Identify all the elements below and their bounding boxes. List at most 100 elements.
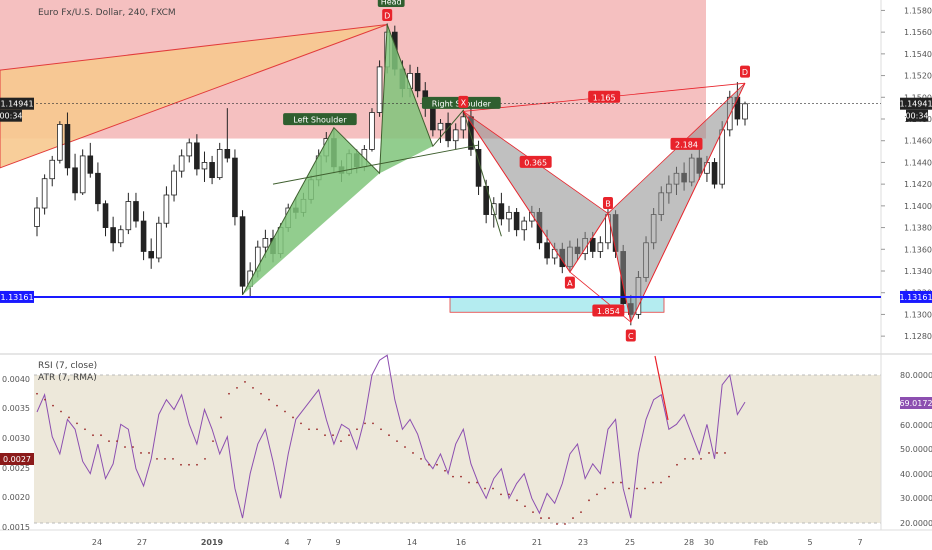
candle-down — [102, 203, 109, 228]
harmonic-point-x-bg — [458, 95, 469, 108]
divergence-line — [654, 355, 669, 421]
candle-up — [376, 66, 383, 113]
atr-dot — [52, 404, 54, 407]
atr-dot — [468, 481, 470, 484]
rsi-tick-label: 20.0000 — [900, 519, 932, 528]
price-tick-label: 1.14200 — [904, 180, 932, 189]
price-tick-label: 1.15400 — [904, 50, 932, 59]
candle-up — [460, 116, 467, 131]
atr-dot — [36, 392, 38, 395]
atr-dot — [404, 446, 406, 448]
price-tick-label: 1.13400 — [904, 267, 932, 276]
time-tick-label: 21 — [532, 538, 542, 547]
atr-dot — [68, 416, 70, 419]
head-label: Head — [381, 0, 402, 7]
ratio-xd-bg — [588, 90, 621, 103]
atr-dot — [244, 381, 246, 383]
rsi-line — [36, 354, 746, 519]
harmonic-point-b: B — [605, 199, 611, 208]
atr-dot — [92, 434, 94, 437]
ratio-xb-bg — [519, 155, 552, 168]
ratio-xd: 1.165 — [593, 93, 616, 102]
ratio-ac-bg — [592, 304, 625, 317]
ratio-xb: 0.365 — [524, 158, 547, 167]
candle-down — [140, 220, 147, 252]
price-tick-label: 1.15200 — [904, 72, 932, 81]
time-tick-label: 24 — [92, 538, 102, 547]
candle-down — [589, 238, 596, 252]
time-tick-label: 16 — [456, 538, 466, 547]
candle-down — [194, 142, 200, 170]
atr-dot — [252, 386, 254, 389]
time-tick-label: Feb — [754, 538, 768, 547]
atr-dot — [460, 475, 462, 478]
head-point-label-bg — [382, 9, 393, 22]
atr-dot — [60, 410, 62, 413]
atr-dot — [556, 523, 558, 525]
left-shoulder-label-bg — [283, 113, 357, 126]
candle-down — [133, 201, 139, 222]
rsi-tick-label: 50.0000 — [900, 445, 932, 454]
atr-dot — [284, 410, 286, 413]
candle-down — [224, 148, 231, 159]
countdown-tag: 00:34 — [905, 112, 928, 121]
atr-dot — [644, 487, 646, 490]
atr-dot — [276, 404, 278, 407]
candle-up — [34, 207, 40, 227]
atr-dot — [204, 457, 206, 460]
atr-dot — [508, 493, 510, 496]
atr-dot — [124, 446, 126, 448]
rsi-current-tag-bg — [900, 397, 932, 409]
candle-up — [216, 148, 223, 179]
atr-dot — [332, 434, 334, 437]
price-tick-label: 1.13000 — [904, 310, 932, 319]
atr-dot — [396, 440, 398, 443]
harmonic-point-d: D — [742, 68, 748, 77]
candle-up — [262, 238, 269, 248]
atr-dot — [420, 457, 422, 460]
atr-dot — [172, 457, 174, 460]
rsi-current-tag: 69.0172 — [899, 399, 932, 408]
last-price-tag-bg — [900, 97, 932, 110]
candle-up — [201, 162, 208, 170]
last-price-tag: 1.14941 — [899, 100, 932, 109]
head-shoulders-line — [242, 24, 502, 296]
rsi-tick-label: 80.0000 — [900, 371, 932, 380]
time-tick-label: 7 — [857, 538, 862, 547]
atr-dot — [380, 428, 382, 431]
harmonic-point-b-bg — [602, 196, 613, 209]
atr-tick-label: 0.0015 — [2, 523, 30, 532]
harmonic-point-c: C — [628, 332, 634, 341]
support-tag-bg — [900, 290, 932, 303]
time-tick-label: 4 — [284, 538, 289, 547]
rsi-band-fill — [34, 375, 881, 523]
chart-title: Euro Fx/U.S. Dollar, 240, FXCM — [38, 8, 176, 18]
head-label-bg — [377, 0, 405, 8]
time-tick-label: 27 — [137, 538, 147, 547]
atr-dot — [348, 434, 350, 437]
candle-up — [163, 194, 170, 224]
candle-down — [239, 216, 246, 287]
ratio-bd-bg — [670, 137, 703, 150]
last-price-tag-left: 1.14941 — [0, 100, 33, 109]
head-point-label: D — [384, 12, 390, 21]
atr-dot — [636, 487, 638, 490]
atr-dot — [180, 463, 182, 466]
countdown-tag-left-bg — [0, 109, 22, 122]
price-tick-label: 1.15800 — [904, 6, 932, 15]
atr-dot — [708, 452, 710, 454]
candle-up — [186, 142, 193, 157]
harmonic-point-a-bg — [564, 276, 575, 289]
atr-dot — [564, 523, 566, 525]
price-tick-label: 1.15600 — [904, 28, 932, 37]
atr-tick-label: 0.0035 — [2, 404, 30, 413]
atr-dot — [228, 392, 230, 395]
atr-dot — [444, 469, 446, 472]
countdown-tag-left: 00:34 — [0, 112, 23, 121]
candle-down — [95, 172, 101, 205]
atr-dot — [500, 493, 502, 496]
atr-dot — [100, 434, 102, 437]
atr-dot — [604, 487, 606, 490]
atr-dot — [324, 434, 326, 437]
